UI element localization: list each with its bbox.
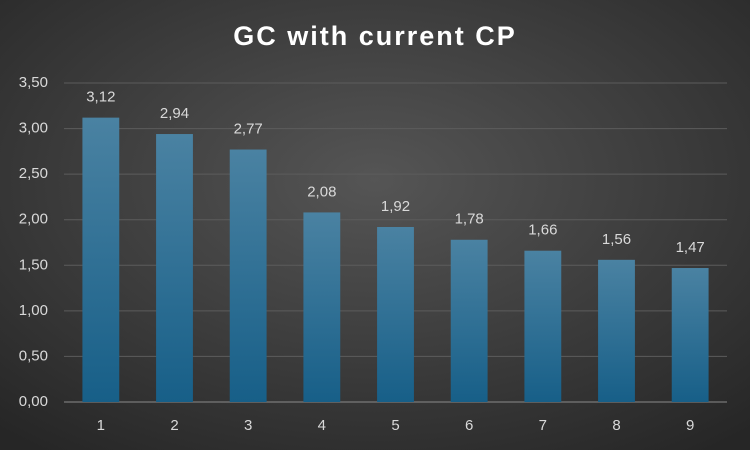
y-tick-label: 3,00 [19, 120, 48, 137]
bar [229, 149, 267, 402]
y-tick-label: 2,00 [19, 211, 48, 228]
value-label: 2,77 [234, 121, 263, 138]
x-tick-label: 7 [539, 417, 547, 434]
bar [303, 212, 341, 402]
y-tick-label: 2,50 [19, 165, 48, 182]
bar [82, 117, 120, 403]
bar [671, 268, 709, 402]
bar [598, 259, 635, 402]
y-tick-label: 1,00 [19, 302, 48, 319]
value-label: 1,56 [602, 231, 631, 248]
x-tick-label: 3 [244, 417, 252, 434]
y-tick-label: 0,50 [19, 347, 48, 364]
value-label: 1,92 [381, 198, 410, 215]
bar [450, 239, 488, 402]
x-tick-label: 1 [97, 417, 105, 434]
value-label: 2,94 [160, 105, 189, 122]
value-label: 1,66 [528, 222, 557, 239]
chart-title: GC with current CP [233, 21, 517, 51]
bar [377, 227, 414, 402]
x-tick-label: 2 [170, 417, 178, 434]
x-tick-label: 9 [686, 417, 694, 434]
value-label: 3,12 [86, 89, 115, 106]
y-tick-label: 0,00 [19, 393, 48, 410]
bar [156, 134, 193, 403]
value-label: 1,78 [455, 211, 484, 228]
bar [524, 250, 562, 402]
x-tick-label: 6 [465, 417, 473, 434]
x-tick-label: 8 [612, 417, 620, 434]
value-label: 2,08 [307, 183, 336, 200]
x-tick-label: 4 [318, 417, 326, 434]
x-tick-label: 5 [391, 417, 399, 434]
y-tick-label: 1,50 [19, 256, 48, 273]
value-label: 1,47 [676, 239, 705, 256]
y-tick-label: 3,50 [19, 74, 48, 91]
